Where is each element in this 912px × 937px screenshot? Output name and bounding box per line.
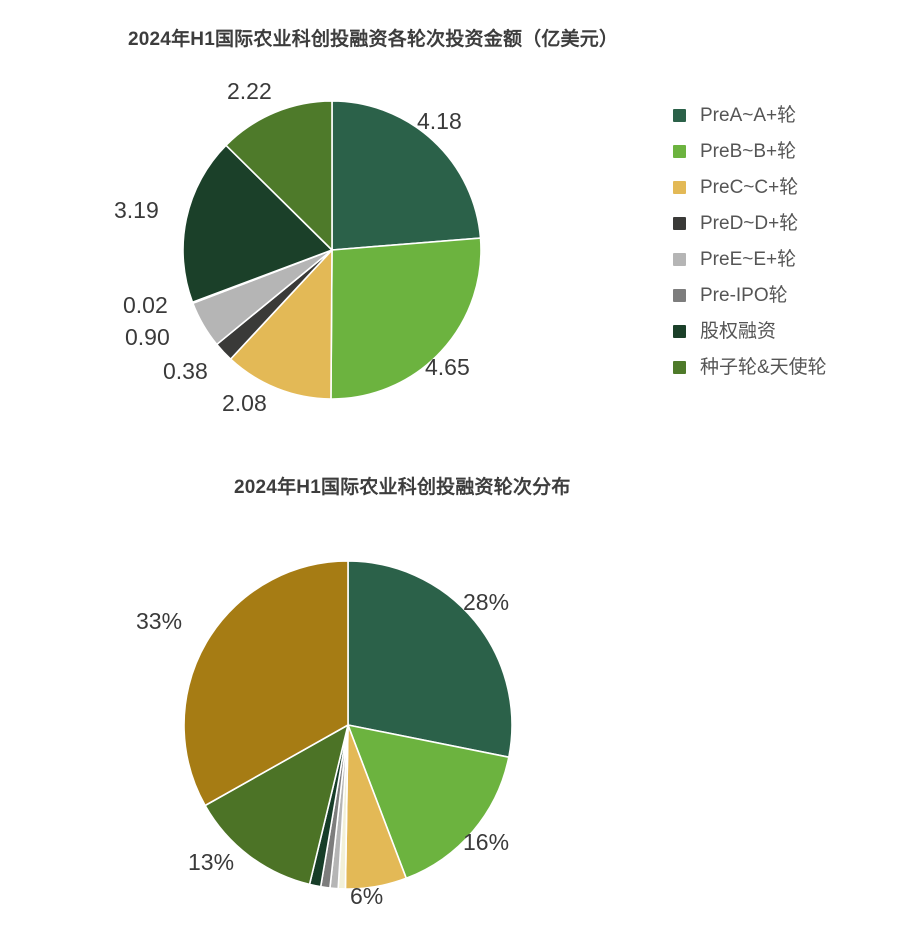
legend-item-label: PreC~C+轮 xyxy=(700,176,799,198)
pie-slice xyxy=(224,100,333,252)
legend-item[interactable]: PreD~D+轮 xyxy=(673,205,827,241)
legend-item-label: 种子轮&天使轮 xyxy=(700,356,827,378)
pie-value-label: 33% xyxy=(136,608,183,634)
legend-swatch-icon xyxy=(673,180,686,194)
pie-slice xyxy=(183,560,349,807)
pie-slice xyxy=(182,144,334,304)
legend-swatch-icon xyxy=(673,216,686,230)
pie-slice xyxy=(330,237,482,400)
pie-value-label: 4.65 xyxy=(425,354,470,380)
pie-value-label: 0.02 xyxy=(123,292,168,318)
pie-slice xyxy=(331,100,482,251)
pie-slice xyxy=(229,247,333,400)
legend-item[interactable]: Pre-IPO轮 xyxy=(673,277,827,313)
chart-investment-amount: 2024年H1国际农业科创投融资各轮次投资金额（亿美元） 4.18 4.65 2.0… xyxy=(0,0,912,460)
legend-item-label: 股权融资 xyxy=(700,320,777,342)
pie-value-label: 2.22 xyxy=(227,78,272,104)
legend-item[interactable]: 股权融资 xyxy=(673,313,827,349)
legend-item[interactable]: 种子轮&天使轮 xyxy=(673,349,827,385)
pie-1-svg xyxy=(182,100,482,400)
pie-chart-investment-amount xyxy=(182,100,482,400)
legend-item-label: PreD~D+轮 xyxy=(700,212,799,234)
legend-item-label: PreB~B+轮 xyxy=(700,140,797,162)
pie-value-label: 0.38 xyxy=(163,358,208,384)
chart-1-title: 2024年H1国际农业科创投融资各轮次投资金额（亿美元） xyxy=(128,29,619,50)
legend-item[interactable]: PreE~E+轮 xyxy=(673,241,827,277)
legend-swatch-icon xyxy=(673,360,686,374)
legend-item-label: PreE~E+轮 xyxy=(700,248,797,270)
pie-value-label: 0.90 xyxy=(125,324,170,350)
chart-2-title: 2024年H1国际农业科创投融资轮次分布 xyxy=(234,477,571,498)
pie-value-label: 3.19 xyxy=(114,197,159,223)
pie-slice xyxy=(347,560,513,759)
legend-item-label: Pre-IPO轮 xyxy=(700,284,788,306)
chart-round-distribution: 2024年H1国际农业科创投融资轮次分布 28%16%6%13%33% PreA… xyxy=(0,460,912,937)
legend-item-label: PreA~A+轮 xyxy=(700,104,797,126)
pie-value-label: 16% xyxy=(463,829,510,855)
legend-swatch-icon xyxy=(673,324,686,338)
pie-slice xyxy=(204,723,350,886)
legend-swatch-icon xyxy=(673,144,686,158)
pie-slice xyxy=(346,723,510,880)
pie-chart-round-distribution xyxy=(183,560,513,890)
legend-item[interactable]: PreC~C+轮 xyxy=(673,169,827,205)
pie-value-label: 6% xyxy=(350,883,384,909)
pie-value-label: 13% xyxy=(188,849,235,875)
pie-value-label: 28% xyxy=(463,589,510,615)
pie-value-label: 2.08 xyxy=(222,390,267,416)
legend-swatch-icon xyxy=(673,288,686,302)
legend-item[interactable]: PreA~A+轮 xyxy=(673,97,827,133)
legend-item[interactable]: PreB~B+轮 xyxy=(673,133,827,169)
legend-investment-amount: PreA~A+轮 PreB~B+轮 PreC~C+轮 PreD~D+轮 PreE~E+轮… xyxy=(673,97,827,385)
pie-2-svg xyxy=(183,560,513,890)
pie-value-label: 4.18 xyxy=(417,108,462,134)
legend-swatch-icon xyxy=(673,108,686,122)
legend-swatch-icon xyxy=(673,252,686,266)
